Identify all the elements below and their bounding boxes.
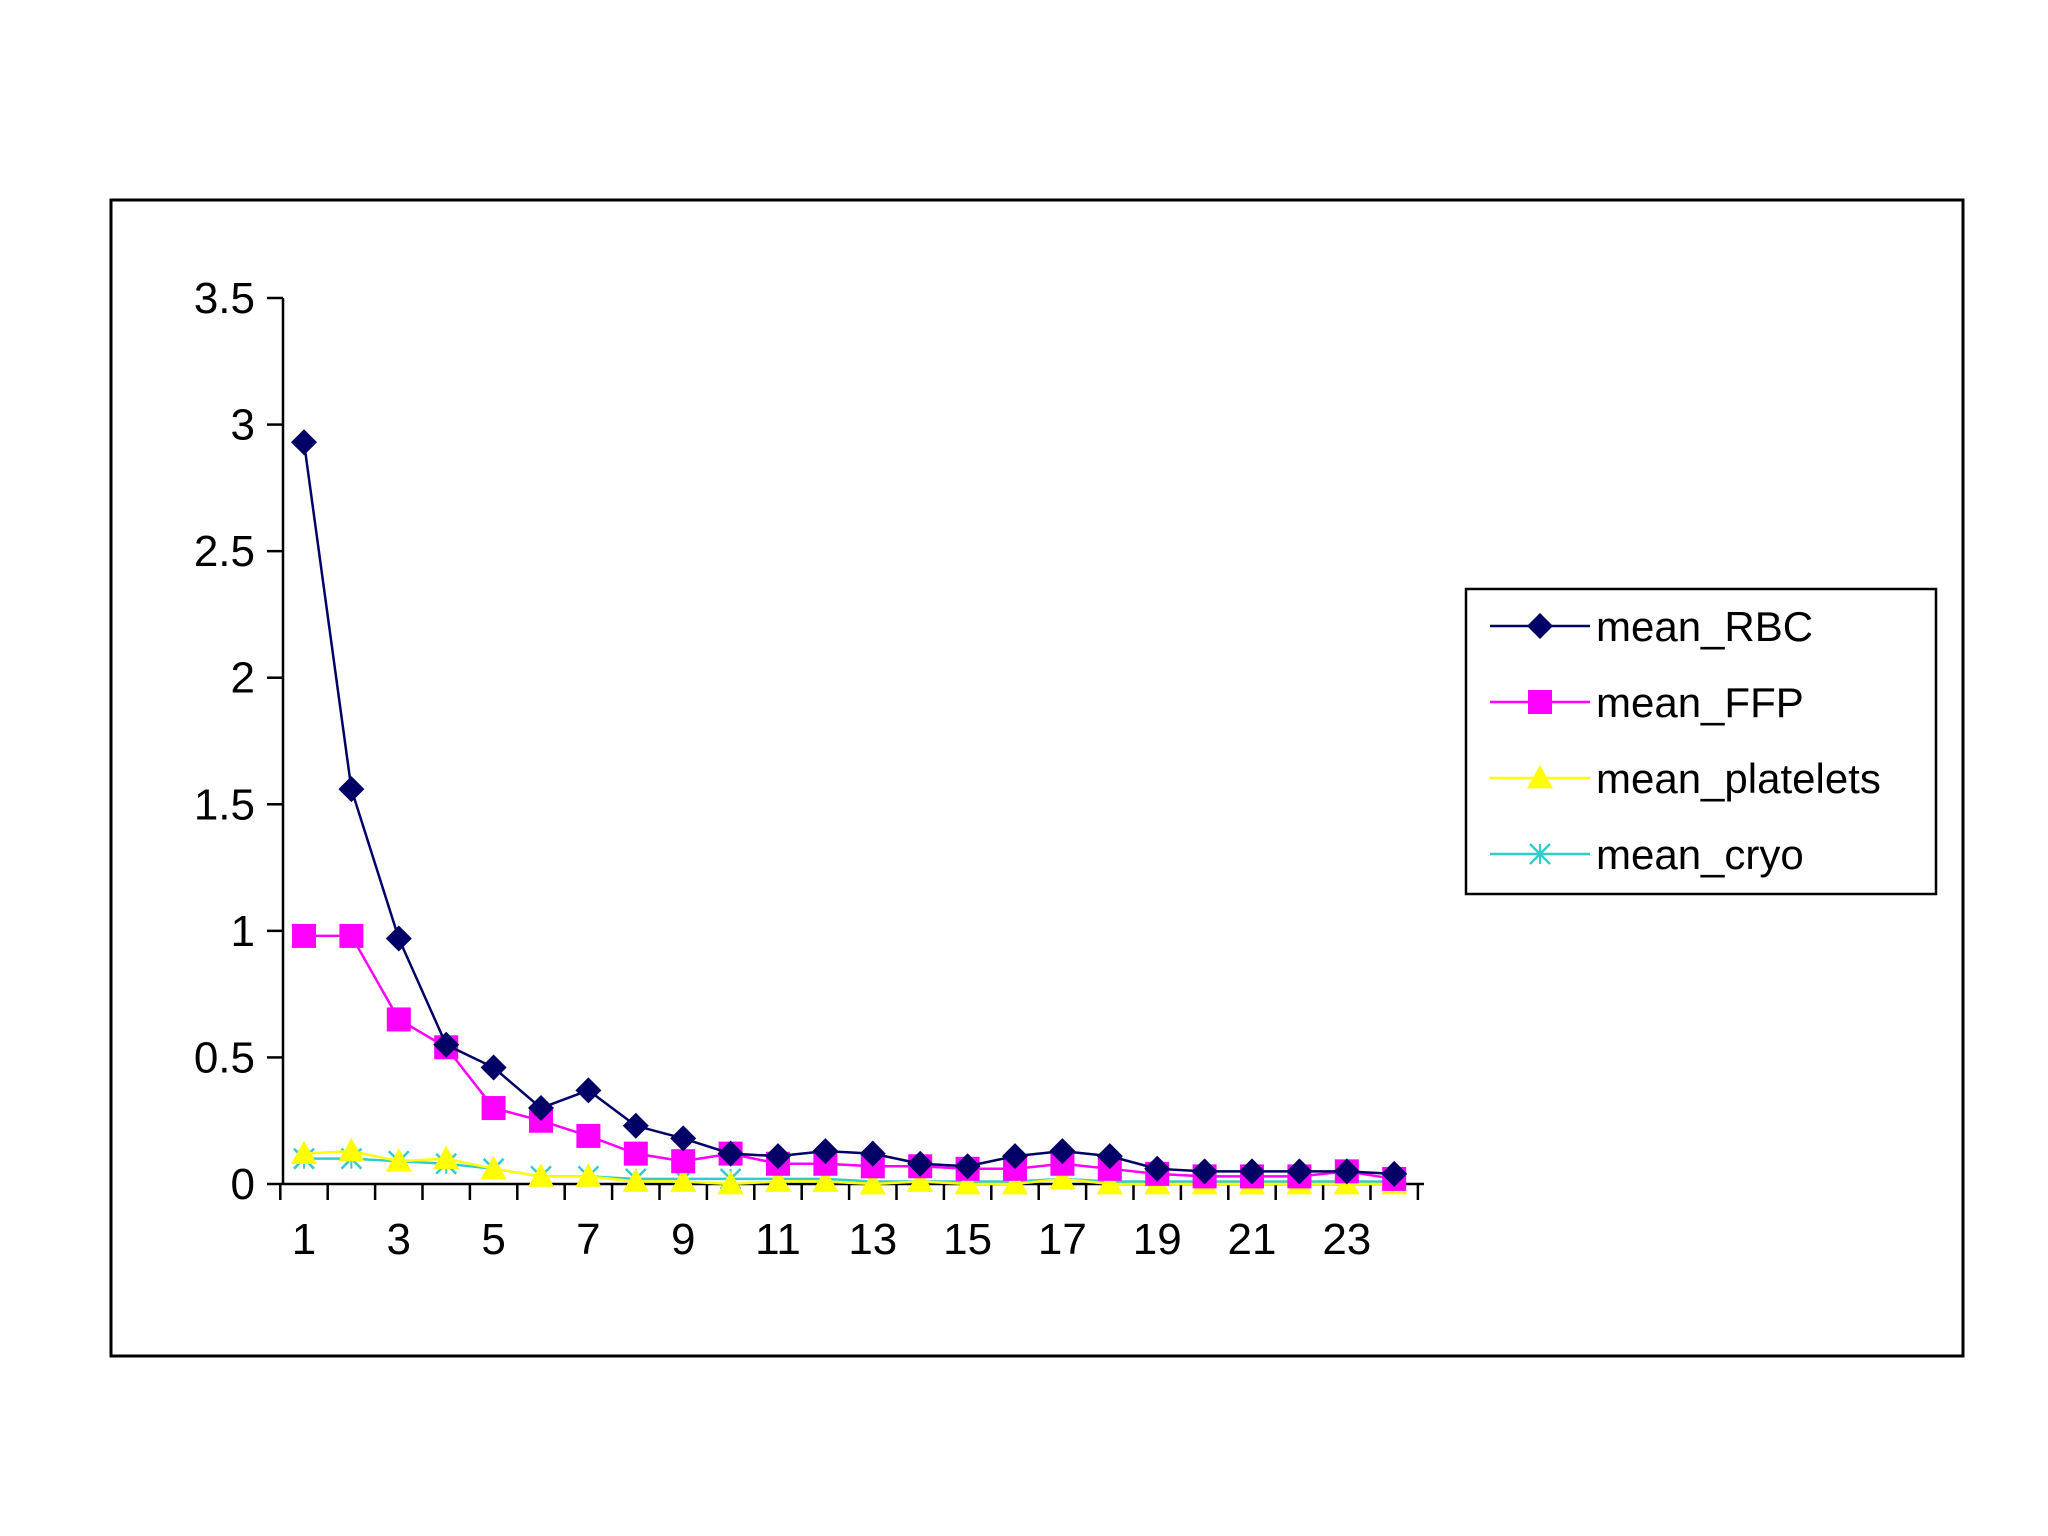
x-tick-label: 15: [943, 1215, 992, 1264]
data-point: [1096, 1171, 1123, 1195]
legend-label: mean_FFP: [1596, 679, 1804, 726]
data-point: [671, 1149, 696, 1174]
legend-marker: [1527, 613, 1553, 639]
legend-entry: mean_cryo: [1490, 831, 1804, 878]
data-point: [291, 429, 317, 456]
x-tick-label: 7: [576, 1215, 600, 1264]
data-point: [1333, 1158, 1360, 1185]
y-tick-label: 2: [231, 654, 255, 703]
data-point: [338, 776, 365, 803]
legend: mean_RBC mean_FFP mean_platelets mean_cryo: [1464, 587, 1938, 896]
data-point: [1239, 1158, 1265, 1185]
data-point: [907, 1168, 934, 1192]
legend-label: mean_RBC: [1596, 603, 1813, 650]
data-point: [575, 1077, 602, 1104]
legend-marker: [1527, 765, 1553, 789]
data-point: [622, 1112, 649, 1139]
data-point: [717, 1171, 744, 1195]
data-point: [812, 1138, 839, 1165]
data-point: [338, 1138, 365, 1162]
data-point: [907, 1150, 934, 1177]
legend-entry: mean_RBC: [1490, 603, 1813, 650]
x-tick-label: 11: [755, 1215, 801, 1264]
x-tick-label: 3: [387, 1215, 411, 1264]
series-mean_RBC: [291, 429, 1408, 1187]
legend-label: mean_platelets: [1596, 755, 1881, 802]
data-point: [576, 1123, 601, 1148]
data-point: [481, 1096, 506, 1121]
y-tick-label: 1: [231, 907, 255, 956]
y-tick-label: 3: [231, 401, 255, 450]
x-tick-label: 13: [848, 1215, 897, 1264]
data-point: [1096, 1143, 1123, 1170]
series-layer: [291, 429, 1408, 1195]
data-point: [480, 1155, 507, 1180]
data-point: [954, 1153, 981, 1180]
data-point: [1049, 1138, 1076, 1165]
data-point: [339, 923, 364, 948]
x-tick-label: 17: [1038, 1215, 1087, 1264]
data-point: [386, 1007, 411, 1032]
data-point: [1144, 1155, 1171, 1182]
data-point: [1286, 1158, 1313, 1185]
legend-marker: [1528, 690, 1552, 714]
data-point: [1381, 1160, 1408, 1187]
data-point: [575, 1163, 602, 1187]
x-tick-label: 19: [1133, 1215, 1182, 1264]
data-point: [859, 1171, 886, 1195]
data-point: [292, 923, 316, 948]
y-tick-label: 3.5: [194, 274, 255, 323]
data-point: [480, 1054, 507, 1081]
y-tick-label: 0: [231, 1160, 255, 1209]
x-tick-label: 9: [671, 1215, 695, 1264]
legend-entry: mean_FFP: [1490, 679, 1804, 726]
y-tick-label: 0.5: [194, 1033, 255, 1082]
data-point: [859, 1140, 886, 1167]
data-point: [291, 1140, 317, 1165]
data-point: [622, 1168, 649, 1192]
data-point: [385, 925, 412, 952]
x-tick-label: 1: [292, 1215, 316, 1264]
legend-marker: [1529, 843, 1551, 865]
data-point: [670, 1125, 697, 1152]
data-point: [954, 1171, 981, 1195]
x-tick-label: 23: [1322, 1215, 1371, 1264]
data-point: [717, 1140, 744, 1167]
data-point: [385, 1148, 412, 1172]
x-tick-label: 5: [481, 1215, 505, 1264]
legend-label: mean_cryo: [1596, 831, 1804, 878]
y-tick-label: 2.5: [194, 527, 255, 576]
data-point: [812, 1168, 839, 1192]
data-point: [1002, 1143, 1028, 1170]
data-point: [1002, 1171, 1028, 1195]
data-point: [765, 1168, 791, 1192]
data-point: [1049, 1165, 1076, 1190]
y-tick-label: 1.5: [194, 780, 255, 829]
data-point: [765, 1143, 791, 1170]
data-point: [528, 1163, 554, 1187]
data-point: [433, 1145, 460, 1170]
data-point: [623, 1141, 648, 1166]
data-point: [433, 1031, 460, 1058]
legend-box: [1464, 587, 1938, 896]
legend-entry: mean_platelets: [1490, 755, 1881, 802]
data-point: [528, 1095, 554, 1122]
data-point: [1191, 1158, 1218, 1185]
x-tick-label: 21: [1228, 1215, 1277, 1264]
axes: 00.511.522.533.51 3 5 7 9 11 13 15 17 19 21 23: [194, 274, 1424, 1264]
data-point: [670, 1168, 697, 1192]
